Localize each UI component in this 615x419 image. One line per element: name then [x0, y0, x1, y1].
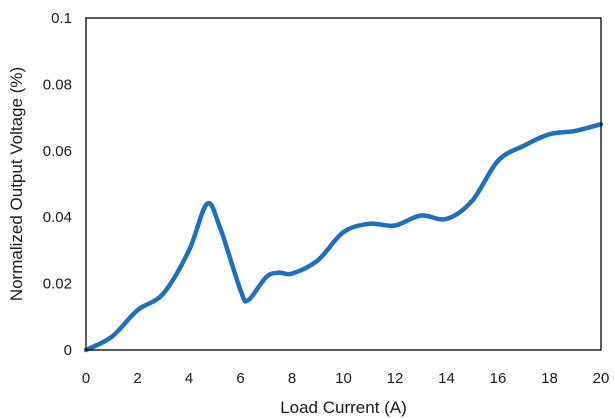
x-axis-title: Load Current (A): [280, 398, 407, 417]
x-tick-label: 12: [387, 370, 404, 387]
series-line: [83, 121, 604, 353]
x-tick-label: 16: [490, 370, 507, 387]
x-axis-ticks: 0 2 4 6 8 10 12 14 16 18 20: [82, 370, 610, 387]
x-tick-label: 14: [438, 370, 455, 387]
x-tick-label: 8: [288, 370, 296, 387]
plot-area-frame: [85, 17, 602, 351]
x-tick-label: 0: [82, 370, 90, 387]
y-axis-title: Normalized Output Voltage (%): [7, 67, 26, 301]
y-tick-label: 0.1: [51, 10, 72, 27]
x-tick-label: 6: [236, 370, 244, 387]
y-tick-label: 0: [64, 342, 72, 359]
x-tick-label: 18: [541, 370, 558, 387]
x-tick-label: 4: [185, 370, 193, 387]
y-tick-label: 0.06: [43, 143, 72, 160]
x-tick-label: 2: [133, 370, 141, 387]
y-tick-label: 0.08: [43, 76, 72, 93]
x-tick-label: 20: [593, 370, 610, 387]
y-tick-label: 0.02: [43, 276, 72, 293]
y-tick-label: 0.04: [43, 209, 72, 226]
y-axis-ticks: 0 0.02 0.04 0.06 0.08 0.1: [43, 10, 72, 359]
x-tick-label: 10: [335, 370, 352, 387]
